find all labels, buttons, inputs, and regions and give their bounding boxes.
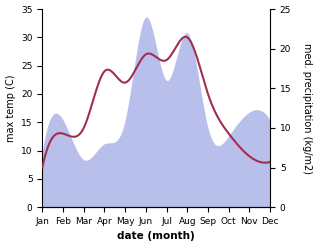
Y-axis label: max temp (C): max temp (C) [5,74,16,142]
X-axis label: date (month): date (month) [117,231,195,242]
Y-axis label: med. precipitation (kg/m2): med. precipitation (kg/m2) [302,43,313,174]
